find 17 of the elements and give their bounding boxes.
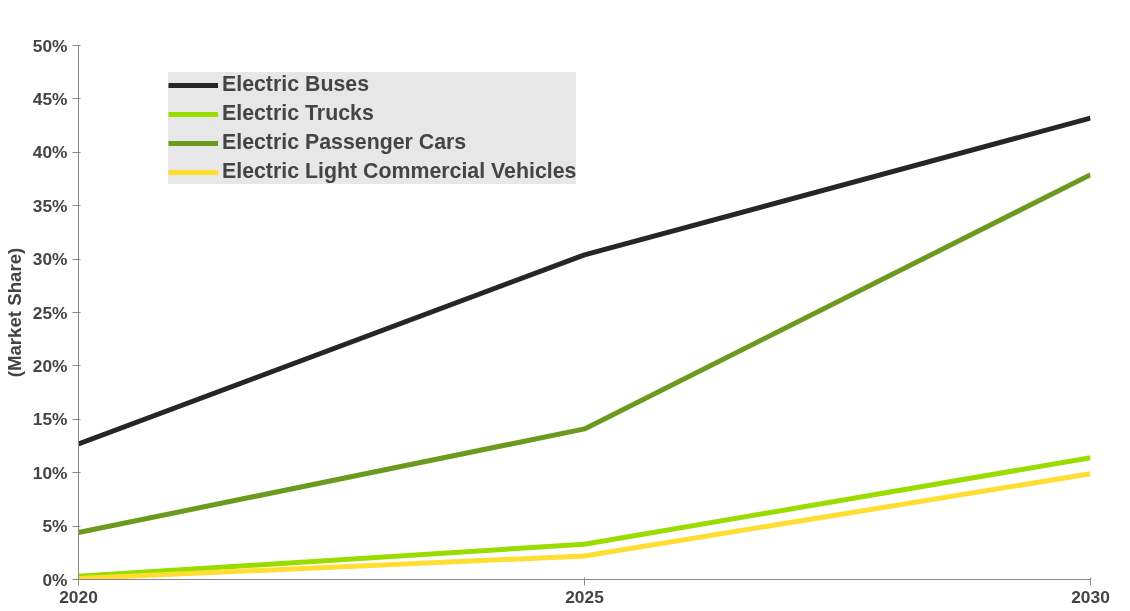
legend-label: Electric Light Commercial Vehicles [222,159,577,184]
y-tick-label: 25% [32,302,68,323]
y-tick-label: 45% [32,88,68,109]
x-tick-label: 2030 [1071,586,1110,607]
legend-label: Electric Trucks [222,101,374,126]
y-tick-label: 15% [32,409,68,430]
x-tick-label: 2025 [565,586,605,607]
y-tick-label: 50% [32,35,68,56]
legend-label: Electric Passenger Cars [222,130,467,155]
y-tick-label: 30% [32,249,68,270]
y-tick-label: 5% [42,516,68,537]
legend-label: Electric Buses [222,72,370,97]
y-axis-title: (Market Share) [3,247,25,378]
y-tick-label: 35% [32,195,68,216]
y-tick-label: 40% [32,142,68,163]
y-tick-label: 20% [32,355,68,376]
y-tick-label: 10% [32,462,68,483]
